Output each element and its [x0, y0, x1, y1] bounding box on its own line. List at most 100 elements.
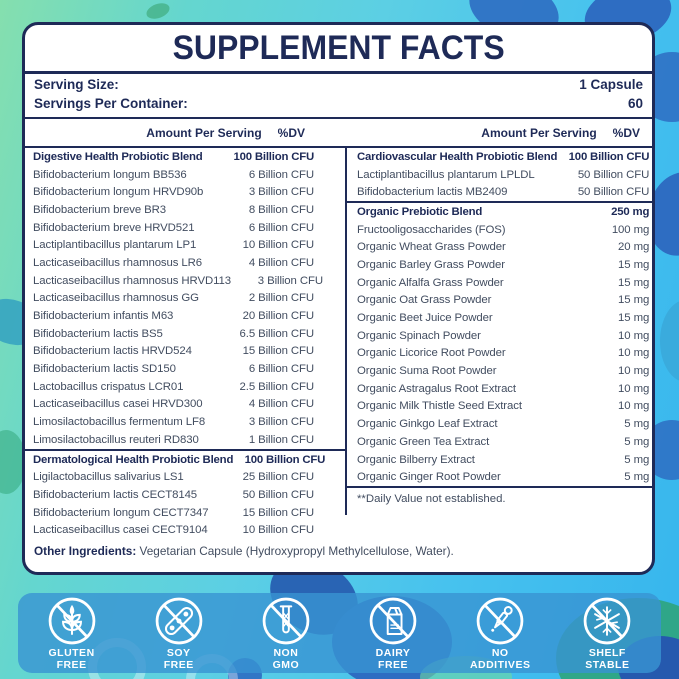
- ingredient-row: Lacticaseibacillus rhamnosus GG 2 Billion…: [25, 290, 345, 308]
- ingredient-row: Organic Oat Grass Powder 15 mg**: [347, 292, 652, 310]
- ingredient-amount: 5 mg: [624, 471, 650, 484]
- ingredient-name: Bifidobacterium lactis MB2409: [357, 186, 508, 199]
- ingredient-amount: 20 Billion CFU: [242, 310, 315, 323]
- ingredient-name: Lactiplantibacillus plantarum LPLDL: [357, 168, 535, 181]
- ingredient-row: Organic Bilberry Extract 5 mg**: [347, 451, 652, 469]
- background-blob: [144, 0, 172, 22]
- ingredient-row: Organic Spinach Powder 10 mg**: [347, 327, 652, 345]
- ingredient-dv: **: [649, 418, 652, 430]
- page-title-text: SUPPLEMENT FACTS: [172, 29, 505, 67]
- ingredient-dv: **: [649, 454, 652, 466]
- ingredient-name: Lacticaseibacillus rhamnosus LR6: [33, 256, 203, 269]
- ingredient-name: Organic Oat Grass Powder: [357, 294, 492, 307]
- ingredient-row: Organic Beet Juice Powder 15 mg**: [347, 309, 652, 327]
- column-headers: Amount Per Serving %DV Amount Per Servin…: [25, 119, 652, 146]
- ingredient-name: Lacticaseibacillus casei CECT9104: [33, 524, 208, 537]
- ingredient-amount: 10 mg: [618, 329, 650, 342]
- ingredient-row: Ligilactobacillus salivarius LS1 25 Billi…: [25, 468, 345, 486]
- serving-info: Serving Size: 1 Capsule Servings Per Con…: [25, 74, 652, 119]
- ingredient-name: Limosilactobacillus reuteri RD830: [33, 433, 199, 446]
- ingredient-name: Organic Barley Grass Powder: [357, 258, 505, 271]
- ingredient-name: Organic Astragalus Root Extract: [357, 382, 516, 395]
- ingredient-row: Bifidobacterium breve HRVD521 6 Billion C…: [25, 219, 345, 237]
- ingredient-row: Lacticaseibacillus casei CECT9104 10 Bill…: [25, 521, 345, 539]
- ingredient-dv: **: [649, 312, 652, 324]
- ingredient-row: Lactiplantibacillus plantarum LPLDL 50 Bi…: [347, 166, 652, 184]
- ingredient-amount: 6.5 Billion CFU: [239, 327, 315, 340]
- ingredient-amount: 4 Billion CFU: [248, 398, 314, 411]
- ingredient-amount: 100 Billion CFU: [244, 453, 326, 466]
- ingredient-dv: **: [649, 277, 652, 289]
- ingredient-name: Bifidobacterium longum CECT7347: [33, 506, 209, 519]
- ingredient-amount: 100 mg: [611, 223, 650, 236]
- ingredient-row: Organic Licorice Root Powder 10 mg**: [347, 345, 652, 363]
- no-additives-icon: [476, 597, 524, 645]
- ingredient-row: Organic Astragalus Root Extract 10 mg**: [347, 380, 652, 398]
- ingredient-name: Organic Spinach Powder: [357, 329, 481, 342]
- non-gmo-icon: [262, 597, 310, 645]
- badge-label: SOY FREE: [163, 647, 194, 671]
- serving-size-row: Serving Size: 1 Capsule: [34, 76, 643, 95]
- ingredient-row: Fructooligosaccharides (FOS) 100 mg**: [347, 221, 652, 239]
- ingredient-name: Organic Suma Root Powder: [357, 365, 497, 378]
- servings-per-container-value: 60: [627, 95, 643, 111]
- serving-size-label: Serving Size:: [34, 77, 119, 92]
- daily-value-footnote: **Daily Value not established.: [347, 486, 652, 515]
- ingredient-name: Cardiovascular Health Probiotic Blend: [357, 150, 558, 163]
- ingredient-dv: **: [649, 347, 652, 359]
- ingredient-name: Limosilactobacillus fermentum LF8: [33, 416, 206, 429]
- ingredient-row: Organic Barley Grass Powder 15 mg**: [347, 256, 652, 274]
- ingredient-amount: 3 Billion CFU: [257, 274, 323, 287]
- ingredient-row: Bifidobacterium longum HRVD90b 3 Billion …: [25, 183, 345, 201]
- dv-header: %DV: [612, 125, 640, 140]
- blend-header-row: Organic Prebiotic Blend 250 mg**: [347, 203, 652, 221]
- ingredient-row: Lactiplantibacillus plantarum LP1 10 Bill…: [25, 236, 345, 254]
- ingredient-amount: 10 mg: [618, 365, 650, 378]
- ingredient-name: Bifidobacterium lactis BS5: [33, 327, 163, 340]
- blend-header-row: Digestive Health Probiotic Blend 100 Bill…: [25, 148, 345, 166]
- ingredient-amount: 50 Billion CFU: [577, 186, 650, 199]
- ingredient-name: Organic Wheat Grass Powder: [357, 241, 506, 254]
- ingredient-amount: 20 mg: [618, 241, 650, 254]
- ingredient-name: Organic Alfalfa Grass Powder: [357, 276, 504, 289]
- ingredient-name: Organic Prebiotic Blend: [357, 205, 483, 218]
- ingredient-amount: 15 mg: [618, 294, 650, 307]
- ingredient-name: Bifidobacterium lactis SD150: [33, 363, 176, 376]
- ingredient-name: Dermatological Health Probiotic Blend: [33, 453, 234, 466]
- badge-label: DAIRY FREE: [375, 647, 411, 671]
- ingredient-dv: **: [649, 206, 652, 218]
- ingredient-dv: **: [649, 436, 652, 448]
- ingredient-row: Bifidobacterium lactis BS5 6.5 Billion CF…: [25, 325, 345, 343]
- ingredient-dv: **: [649, 241, 652, 253]
- ingredient-row: Lacticaseibacillus rhamnosus HRVD113 3 Bi…: [25, 272, 345, 290]
- ingredient-name: Lacticaseibacillus rhamnosus HRVD113: [33, 274, 231, 287]
- blend-section: Digestive Health Probiotic Blend 100 Bill…: [25, 148, 345, 449]
- ingredient-amount: 15 mg: [618, 312, 650, 325]
- ingredient-amount: 5 mg: [624, 418, 650, 431]
- ingredient-name: Lacticaseibacillus rhamnosus GG: [33, 292, 199, 305]
- ingredient-name: Organic Licorice Root Powder: [357, 347, 506, 360]
- ingredient-name: Bifidobacterium lactis HRVD524: [33, 345, 192, 358]
- ingredient-row: Bifidobacterium lactis HRVD524 15 Billion…: [25, 343, 345, 361]
- amount-per-serving-header: Amount Per Serving: [481, 125, 597, 140]
- blend-section: Cardiovascular Health Probiotic Blend 100…: [347, 148, 652, 201]
- dv-header: %DV: [277, 125, 305, 140]
- ingredient-amount: 5 mg: [624, 435, 650, 448]
- right-column-header: Amount Per Serving %DV: [345, 126, 652, 140]
- ingredient-name: Organic Bilberry Extract: [357, 453, 475, 466]
- right-column-sections: Cardiovascular Health Probiotic Blend 100…: [347, 148, 652, 486]
- ingredient-name: Bifidobacterium breve HRVD521: [33, 221, 195, 234]
- ingredient-dv: **: [649, 224, 652, 236]
- ingredient-row: Bifidobacterium longum BB536 6 Billion CF…: [25, 166, 345, 184]
- ingredient-row: Bifidobacterium lactis MB2409 50 Billion …: [347, 183, 652, 201]
- ingredient-amount: 5 mg: [624, 453, 650, 466]
- ingredient-row: Organic Wheat Grass Powder 20 mg**: [347, 238, 652, 256]
- ingredient-amount: 3 Billion CFU: [248, 416, 314, 429]
- badge-label: NO ADDITIVES: [469, 647, 531, 671]
- left-column-header: Amount Per Serving %DV: [25, 126, 345, 140]
- ingredient-amount: 15 mg: [618, 276, 650, 289]
- page-title: SUPPLEMENT FACTS: [25, 25, 652, 74]
- ingredient-amount: 15 Billion CFU: [242, 506, 315, 519]
- servings-per-container-row: Servings Per Container: 60: [34, 95, 643, 114]
